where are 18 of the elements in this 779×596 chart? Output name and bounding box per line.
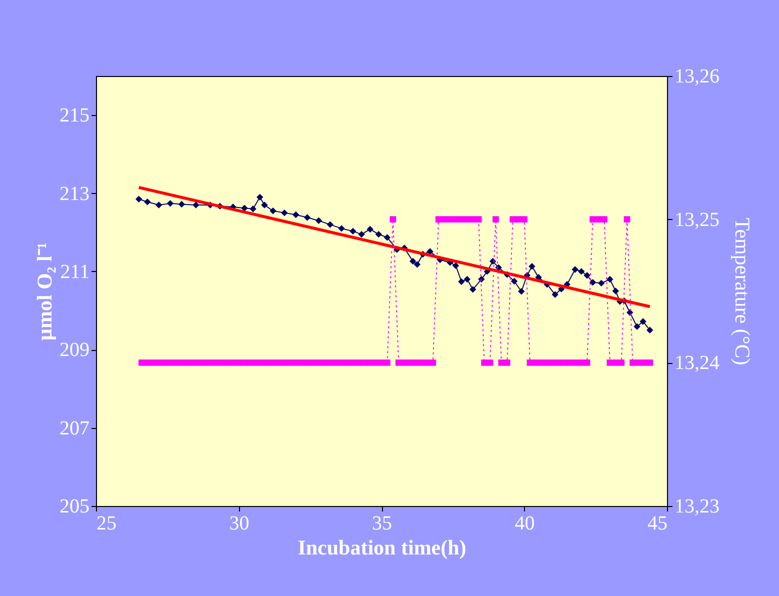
y-axis-title: µmol O₂ l⁻¹ bbox=[32, 242, 56, 341]
y2-tick-label: 13,26 bbox=[674, 66, 720, 88]
y-tick-label: 209 bbox=[60, 339, 90, 362]
y2-tick-label: 13,25 bbox=[674, 208, 720, 231]
y-tick-label: 213 bbox=[60, 182, 90, 205]
y2-tick-label: 13,24 bbox=[674, 352, 720, 374]
y2-axis-title: Temperature (°C) bbox=[730, 218, 754, 366]
x-tick-label: 40 bbox=[514, 512, 535, 534]
y2-tick-label: 13,23 bbox=[674, 496, 720, 518]
x-tick-label: 35 bbox=[372, 512, 392, 534]
y-tick-label: 215 bbox=[60, 104, 90, 127]
y-tick-label: 207 bbox=[60, 417, 90, 440]
y-tick-label: 205 bbox=[60, 496, 90, 518]
x-axis-title: Incubation time(h) bbox=[298, 536, 466, 560]
x-tick-label: 25 bbox=[96, 512, 116, 534]
x-tick-label: 45 bbox=[648, 512, 668, 534]
y-tick-label: 211 bbox=[60, 260, 90, 283]
x-tick-label: 30 bbox=[229, 512, 250, 534]
